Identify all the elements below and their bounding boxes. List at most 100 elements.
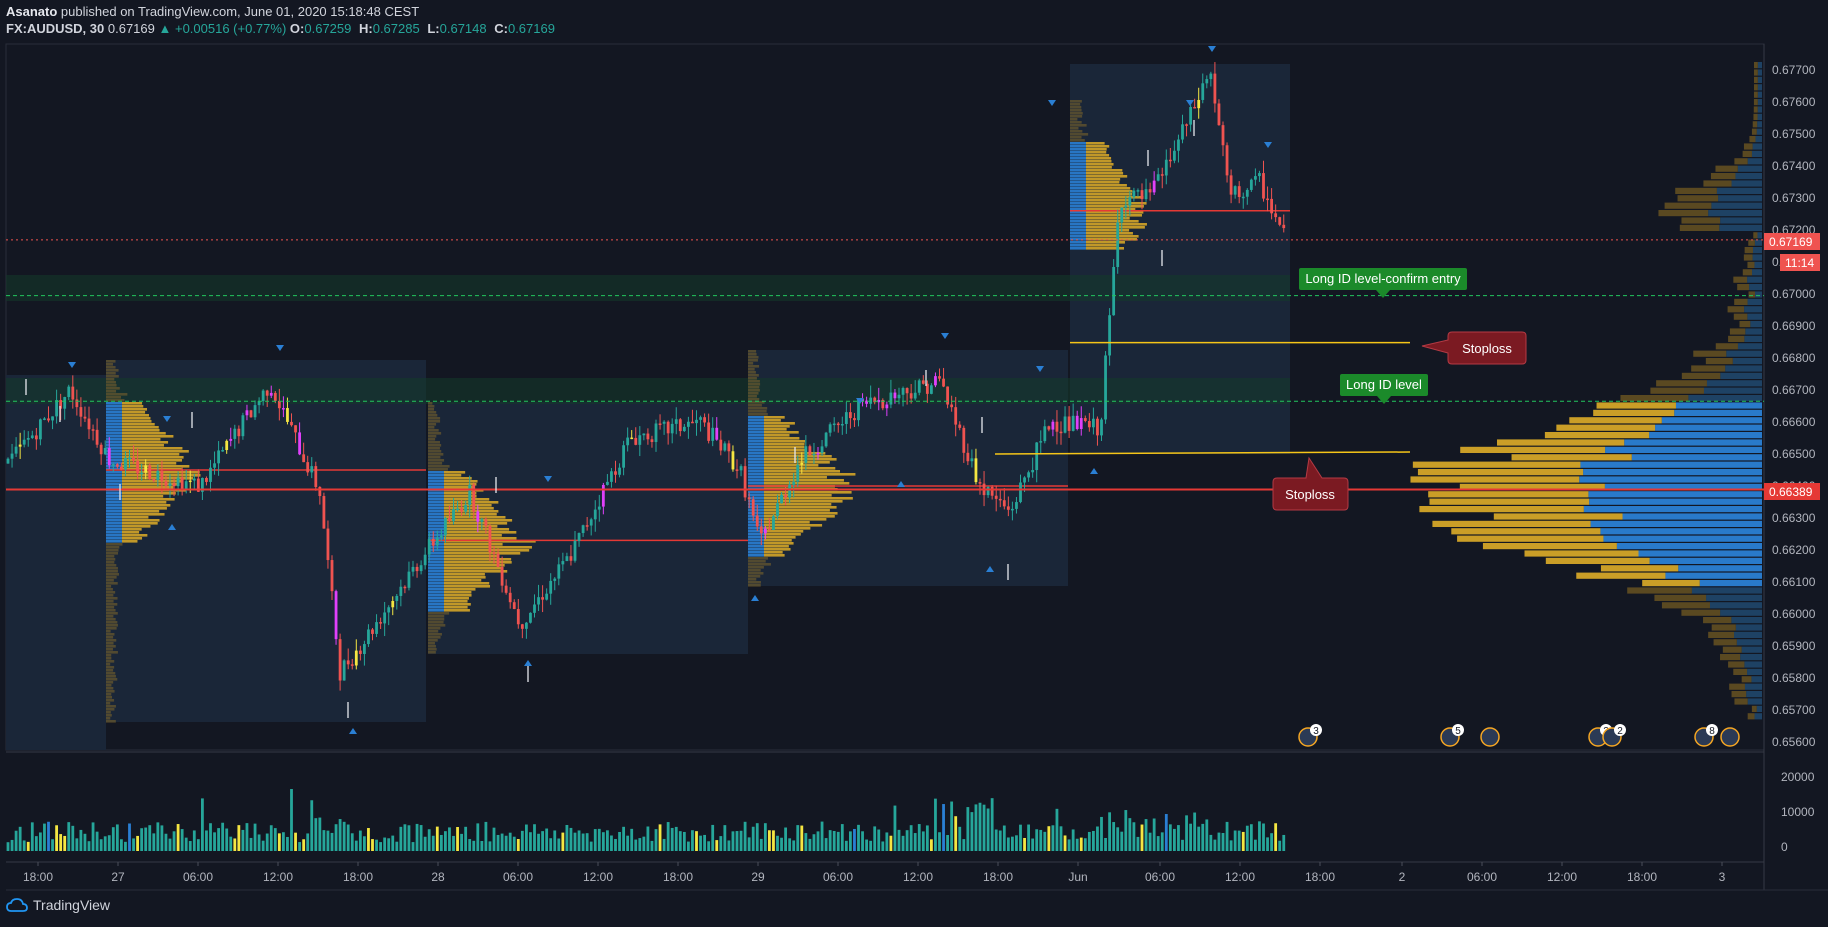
time-tick-21: 3 bbox=[1719, 870, 1726, 884]
price-tick-12: 0.66500 bbox=[1772, 447, 1816, 461]
volume-bar-136 bbox=[557, 838, 561, 851]
volume-bar-60 bbox=[249, 837, 253, 851]
candle-body-247 bbox=[1006, 506, 1010, 510]
candle-body-26 bbox=[111, 464, 115, 466]
candle-body-11 bbox=[51, 416, 54, 421]
volume-bar-180 bbox=[735, 831, 739, 851]
volume-bar-162 bbox=[662, 838, 666, 851]
candle-body-64 bbox=[265, 390, 269, 396]
candle-body-141 bbox=[577, 533, 581, 541]
price-tick-21: 0.65600 bbox=[1772, 735, 1816, 749]
candle-body-168 bbox=[687, 421, 690, 427]
volume-bar-236 bbox=[962, 839, 966, 851]
candle-body-274 bbox=[1116, 222, 1120, 267]
volume-bar-95 bbox=[391, 835, 395, 851]
candle-body-237 bbox=[966, 452, 970, 462]
fractal-up-1 bbox=[349, 728, 357, 734]
volume-bar-258 bbox=[1051, 825, 1055, 851]
price-tick-19: 0.65800 bbox=[1772, 671, 1816, 685]
volume-bar-49 bbox=[205, 830, 208, 851]
candle-body-153 bbox=[626, 437, 630, 446]
candle-body-189 bbox=[772, 516, 775, 530]
symbol-name[interactable]: FX:AUDUSD, 30 bbox=[6, 21, 105, 36]
volume-bar-16 bbox=[71, 825, 75, 851]
volume-bar-20 bbox=[87, 841, 91, 851]
volume-bar-226 bbox=[921, 831, 925, 851]
time-tick-8: 18:00 bbox=[663, 870, 693, 884]
volume-bar-178 bbox=[727, 840, 731, 851]
ohlc-close-label: C: bbox=[494, 21, 508, 36]
volume-bar-54 bbox=[225, 828, 229, 851]
candle-body-18 bbox=[79, 407, 83, 417]
candle-body-192 bbox=[784, 494, 787, 498]
candle-body-315 bbox=[1282, 224, 1286, 229]
stoploss-callout-2[interactable]: Stoploss bbox=[1272, 456, 1349, 511]
tradingview-brand[interactable]: TradingView bbox=[6, 897, 110, 913]
volume-bar-192 bbox=[784, 827, 787, 851]
candle-body-190 bbox=[776, 503, 779, 517]
long-id-entry-label[interactable]: Long ID level-confirm entry bbox=[1299, 268, 1467, 298]
candle-body-100 bbox=[411, 566, 415, 572]
candle-body-113 bbox=[464, 504, 468, 512]
candle-body-272 bbox=[1108, 315, 1111, 356]
volume-bar-254 bbox=[1035, 829, 1039, 851]
fractal-up-6 bbox=[1090, 468, 1098, 474]
volume-bar-216 bbox=[881, 841, 885, 851]
volume-bar-34 bbox=[144, 827, 148, 851]
candle-body-45 bbox=[188, 480, 192, 483]
volume-bar-85 bbox=[350, 833, 354, 851]
price-axis[interactable]: 0.677000.676000.675000.674000.673000.672… bbox=[1772, 63, 1816, 749]
volume-bar-99 bbox=[407, 825, 411, 851]
volume-bar-108 bbox=[444, 831, 447, 851]
publisher-name[interactable]: Asanato bbox=[6, 4, 58, 19]
candle-body-90 bbox=[371, 629, 374, 634]
volume-bar-103 bbox=[423, 836, 427, 851]
price-tick-7: 0.67000 bbox=[1772, 287, 1816, 301]
volume-bar-163 bbox=[666, 822, 670, 851]
candle-body-69 bbox=[286, 408, 289, 422]
candle-body-271 bbox=[1104, 355, 1107, 420]
candle-body-299 bbox=[1217, 103, 1221, 126]
stoploss-callout-1[interactable]: Stoploss bbox=[1421, 331, 1527, 365]
volume-bar-111 bbox=[456, 827, 459, 851]
volume-bar-299 bbox=[1217, 832, 1221, 851]
candle-body-245 bbox=[998, 498, 1002, 501]
candle-body-21 bbox=[91, 429, 95, 431]
candle-body-228 bbox=[930, 385, 933, 394]
candle-body-307 bbox=[1249, 179, 1253, 190]
candle-body-169 bbox=[691, 421, 694, 424]
volume-bar-187 bbox=[763, 823, 767, 851]
candle-body-238 bbox=[970, 458, 974, 462]
level-lines[interactable] bbox=[6, 239, 1764, 491]
price-tick-4: 0.67300 bbox=[1772, 191, 1816, 205]
volume-bar-57 bbox=[237, 825, 241, 851]
candle-body-301 bbox=[1225, 145, 1229, 176]
volume-axis: 20000 10000 0 bbox=[1781, 770, 1815, 854]
volume-bar-135 bbox=[553, 830, 557, 851]
volume-tick-0: 20000 bbox=[1781, 770, 1815, 784]
long-id-level-label[interactable]: Long ID level bbox=[1340, 374, 1428, 404]
candle-body-4 bbox=[22, 439, 26, 445]
candle-body-273 bbox=[1112, 266, 1116, 316]
volume-bar-125 bbox=[512, 836, 516, 851]
candle-body-225 bbox=[917, 380, 921, 393]
volume-bars bbox=[6, 789, 1286, 851]
volume-bar-149 bbox=[610, 835, 613, 851]
candle-body-160 bbox=[654, 423, 658, 443]
time-axis[interactable]: 18:00 27 06:00 12:00 18:00 28 06:00 12:00 18:00 2… bbox=[23, 862, 1726, 884]
volume-bar-11 bbox=[51, 839, 54, 851]
candle-body-175 bbox=[715, 427, 719, 440]
candle-body-34 bbox=[144, 465, 148, 473]
candle-body-215 bbox=[877, 399, 881, 403]
candle-body-87 bbox=[358, 650, 362, 654]
volume-bar-132 bbox=[541, 831, 544, 851]
candle-body-312 bbox=[1270, 198, 1273, 214]
event-markers[interactable]: 35228 bbox=[1298, 724, 1740, 747]
volume-bar-302 bbox=[1229, 840, 1233, 851]
volume-bar-246 bbox=[1002, 825, 1006, 851]
volume-bar-315 bbox=[1282, 834, 1286, 851]
candles[interactable] bbox=[6, 62, 1286, 691]
countdown-badge: 11:14 bbox=[1780, 254, 1820, 271]
volume-bar-222 bbox=[905, 830, 909, 851]
